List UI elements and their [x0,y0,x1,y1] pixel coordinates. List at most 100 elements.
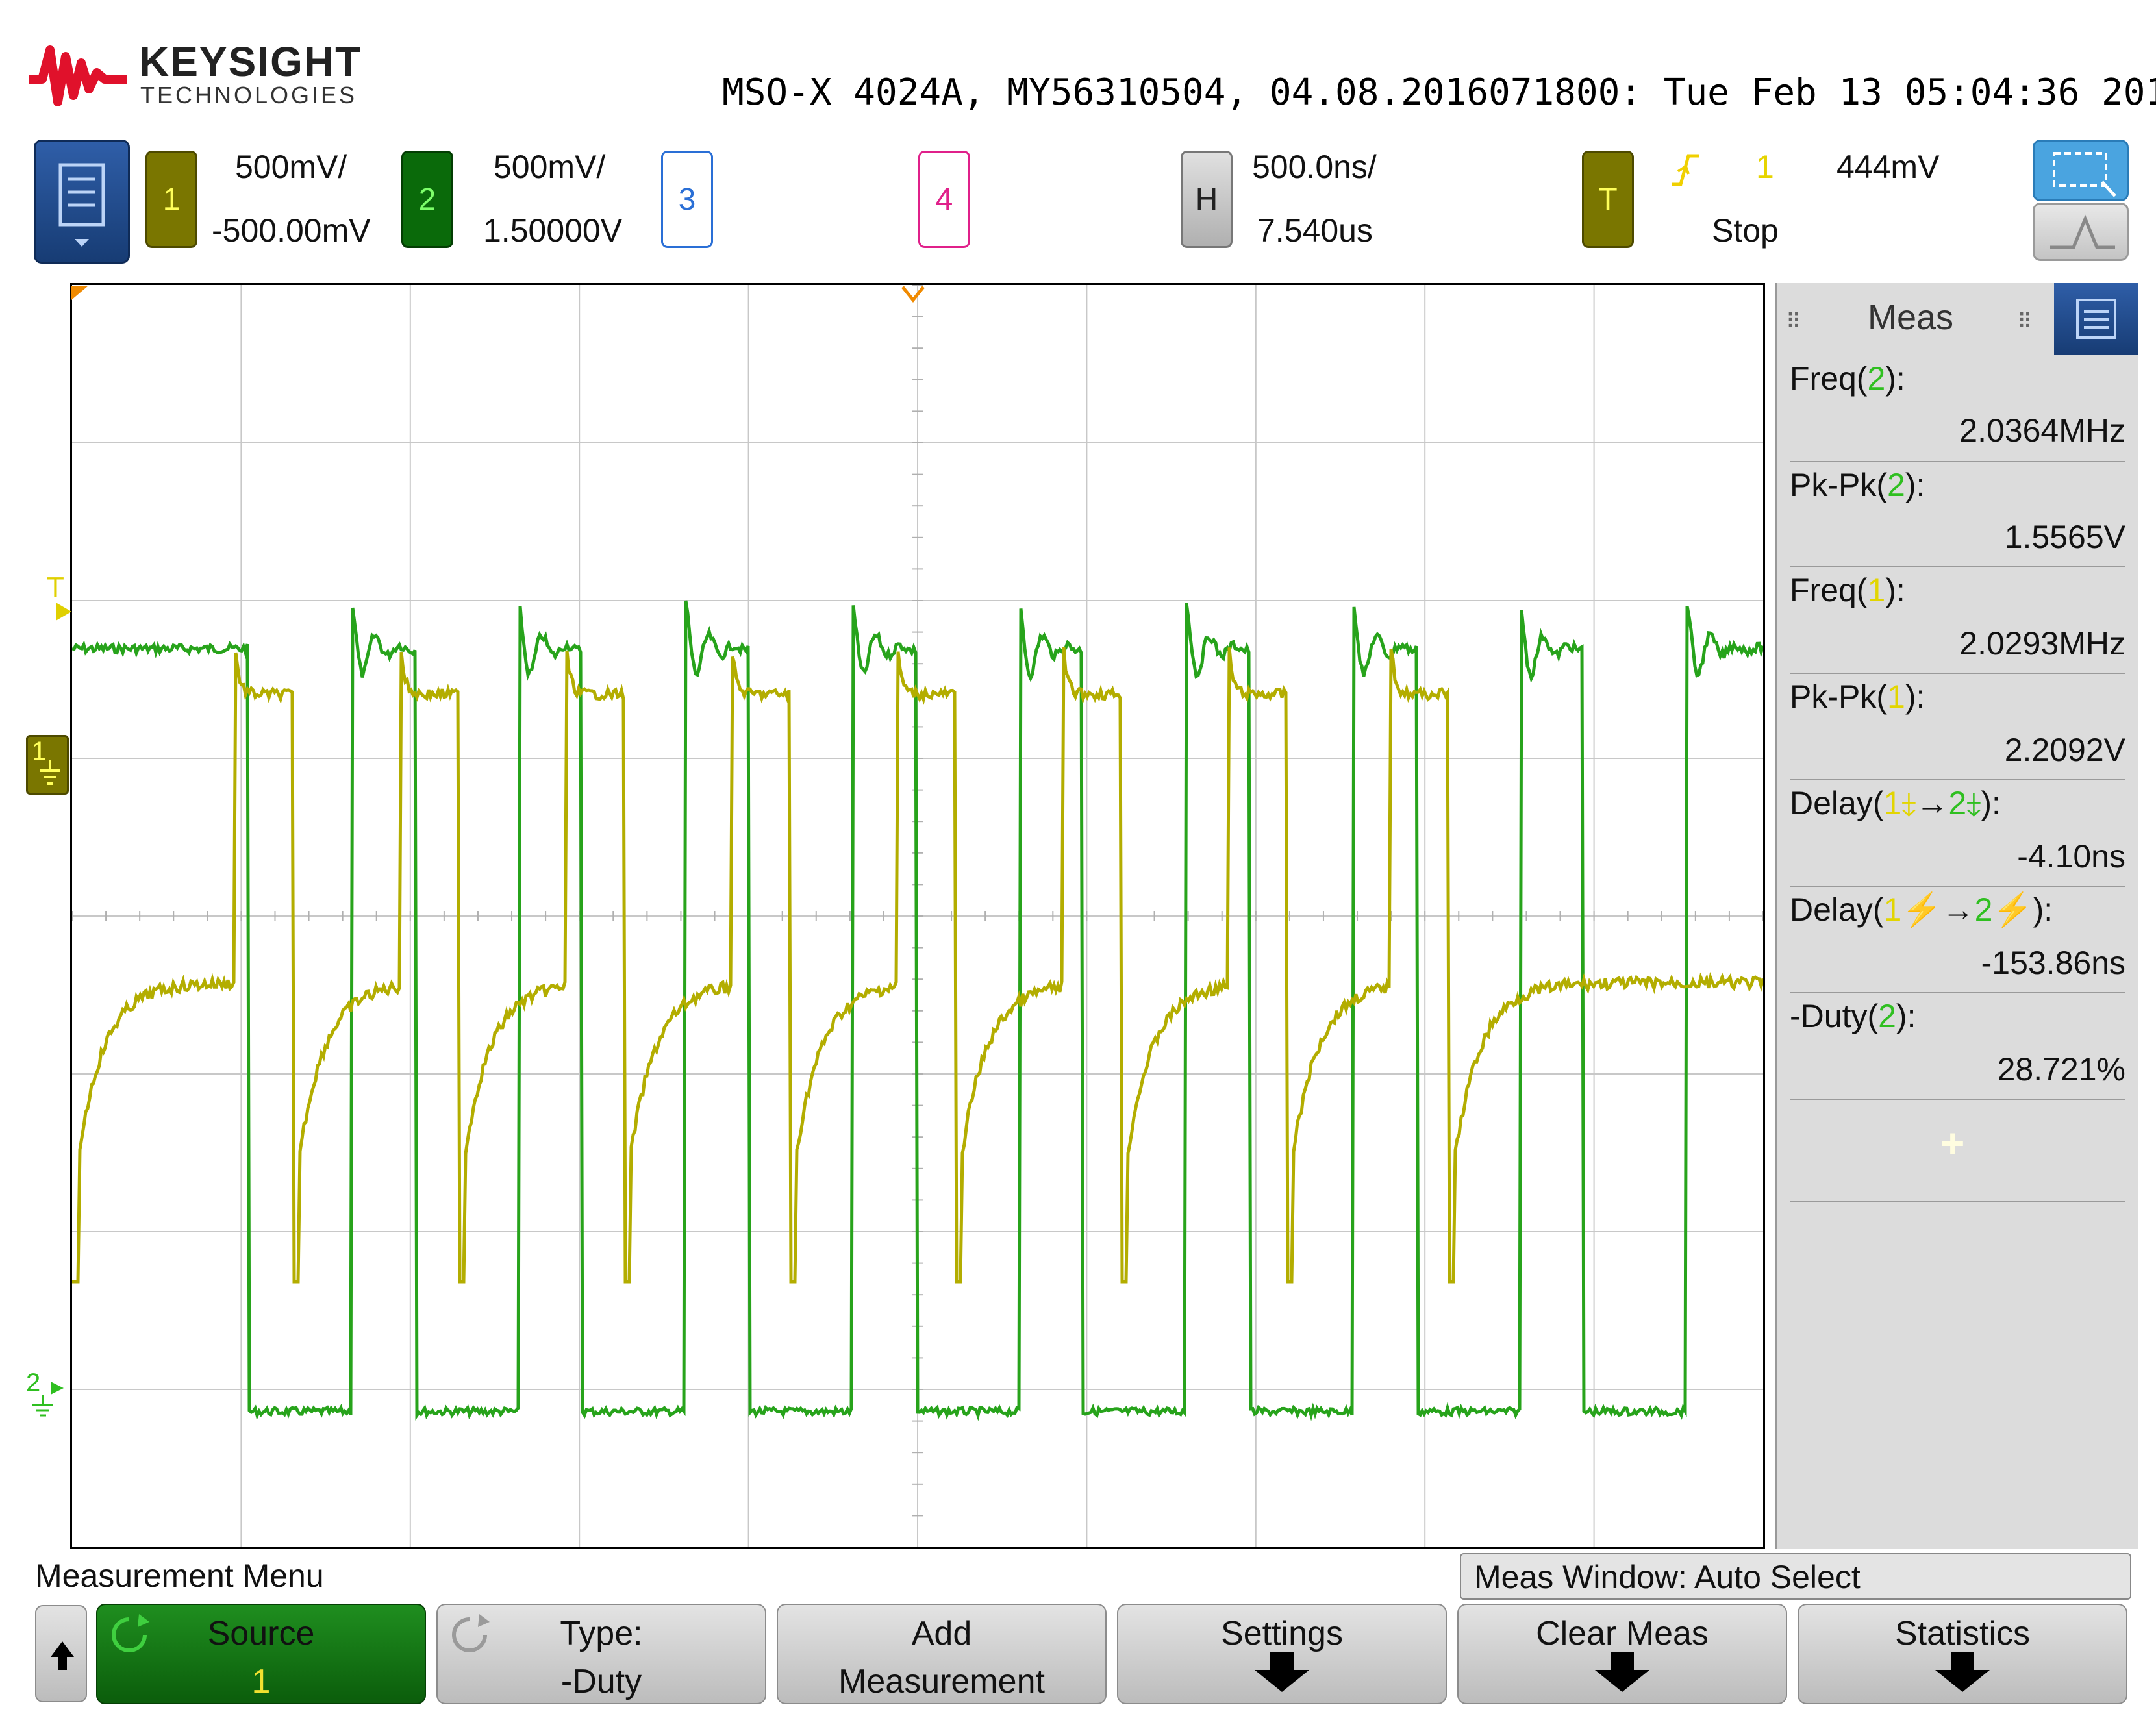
horizontal-scale: 500.0ns/ [1252,149,1377,185]
meas-value-freq-2: 2.0364MHz [1959,412,2125,449]
meas-label-pkpk-1[interactable]: Pk-Pk(1): [1790,678,1925,715]
panel-drag-handle-right[interactable]: ⠿ [2017,310,2033,333]
meas-value-neg-duty-2: 28.721% [1997,1051,2125,1088]
brand-name: KEYSIGHT [139,38,362,85]
falling-edge-icon: ⤈ [1966,785,1981,821]
softkey-add-measurement[interactable]: Add Measurement [777,1604,1107,1704]
rising-edge-icon: ⚡ [1992,891,2033,928]
channel-1-scale: 500mV/ [235,149,347,185]
channel-2-ground-marker[interactable]: 2 [26,1369,69,1428]
menu-list-icon [58,163,105,247]
meas-value-delay-rising: -153.86ns [1981,945,2125,981]
softkey-type-value: -Duty [560,1663,642,1700]
channel-1-number: 1 [162,182,181,217]
meas-label-neg-duty-2[interactable]: -Duty(2): [1790,998,1916,1034]
keysight-wave-icon [25,45,131,106]
channel-2-offset: 1.50000V [483,212,623,249]
meas-label-delay-falling[interactable]: Delay(1⤈→2⤈): [1790,785,2001,821]
channel-1-trace [72,647,1765,1284]
panel-menu-button[interactable] [2054,283,2138,355]
softkey-type-label: Type: [560,1615,643,1652]
waveform-graticule [71,284,1765,1548]
channel-1-offset: -500.00mV [212,212,371,249]
rising-edge-icon: ⚡ [1901,891,1942,928]
submenu-arrow-icon [1595,1652,1649,1692]
meas-value-pkpk-1: 2.2092V [2004,732,2125,768]
menu-title: Measurement Menu [35,1558,324,1594]
channel-2-button[interactable]: 2 [401,151,453,248]
trigger-level: 444mV [1836,149,1940,185]
meas-label-delay-rising[interactable]: Delay(1⚡→2⚡): [1790,891,2053,928]
rising-edge-icon [1669,152,1701,188]
channel-2-ground-label: 2 [26,1369,41,1397]
meas-separator [1790,1201,2125,1202]
softkey-type[interactable]: Type: -Duty [436,1604,766,1704]
channel-1-ground-label: 1 [32,737,47,765]
panel-drag-handle-left[interactable]: ⠿ [1786,310,1801,333]
scope-info: MSO-X 4024A, MY56310504, 04.08.201607180… [722,71,2156,114]
meas-separator [1790,461,2125,462]
meas-separator [1790,886,2125,887]
softkey-source-value: 1 [251,1663,271,1700]
meas-value-pkpk-2: 1.5565V [2004,519,2125,555]
horizontal-delay: 7.540us [1257,212,1373,249]
channel-2-number: 2 [418,182,436,217]
meas-label-freq-1[interactable]: Freq(1): [1790,572,1905,608]
channel-4-button[interactable]: 4 [918,151,970,248]
main-menu-button[interactable] [34,140,130,264]
horizontal-button[interactable]: H [1181,151,1233,248]
meas-window-label: Meas Window: Auto Select [1474,1559,1861,1595]
channel-3-button[interactable]: 3 [661,151,713,248]
softkey-clear-label: Clear Meas [1536,1615,1709,1652]
softkey-source-label: Source [207,1615,315,1652]
meas-label-pkpk-2[interactable]: Pk-Pk(2): [1790,467,1925,503]
softkey-settings-label: Settings [1221,1615,1343,1652]
softkey-add-label-2: Measurement [838,1663,1045,1700]
channel-3-number: 3 [678,182,696,217]
rotate-knob-icon [452,1614,490,1652]
trigger-button[interactable]: T [1582,151,1634,248]
horizontal-label: H [1195,182,1218,217]
trigger-source: 1 [1756,149,1774,185]
acquisition-status: Stop [1712,212,1779,249]
measurement-panel: ⠿ Meas ⠿ Freq(2): 2.0364MHz Pk-Pk(2): 1.… [1775,283,2138,1549]
trigger-position-marker [900,284,926,304]
zoom-select-button[interactable] [2033,140,2129,201]
softkey-statistics[interactable]: Statistics [1798,1604,2127,1704]
touch-gesture-icon [2050,214,2115,249]
meas-separator [1790,673,2125,674]
ground-icon [40,760,60,785]
falling-edge-icon: ⤈ [1901,785,1916,821]
meas-value-delay-falling: -4.10ns [2017,838,2125,875]
meas-separator [1790,566,2125,567]
channel-1-button[interactable]: 1 [145,151,197,248]
submenu-arrow-icon [1935,1652,1990,1692]
zoom-select-icon [2053,152,2116,197]
back-button[interactable] [35,1605,87,1702]
softkey-source[interactable]: Source 1 [96,1604,426,1704]
left-edge-marker [70,284,90,304]
trigger-level-marker: T [47,571,71,626]
meas-separator [1790,1099,2125,1100]
submenu-arrow-icon [1255,1652,1309,1692]
softkey-statistics-label: Statistics [1894,1615,2031,1652]
meas-separator [1790,992,2125,993]
up-arrow-icon [51,1641,74,1670]
touch-mode-button[interactable] [2033,203,2129,261]
meas-label-freq-2[interactable]: Freq(2): [1790,360,1905,397]
meas-window-box[interactable]: Meas Window: Auto Select [1460,1553,2131,1600]
waveform-display[interactable] [70,283,1765,1549]
trigger-level-label: T [47,571,64,603]
add-measurement-icon[interactable]: + [1940,1120,1965,1167]
channel-1-ground-marker[interactable]: 1 [26,735,69,795]
softkey-settings[interactable]: Settings [1117,1604,1447,1704]
waveform-traces [71,600,1765,1421]
trigger-label: T [1598,182,1618,217]
brand-subtitle: TECHNOLOGIES [140,82,358,108]
channel-2-scale: 500mV/ [494,149,606,185]
meas-value-freq-1: 2.0293MHz [1959,625,2125,662]
ground-icon [32,1382,64,1417]
softkey-clear-meas[interactable]: Clear Meas [1457,1604,1787,1704]
meas-panel-title: Meas [1868,298,1954,337]
keysight-logo [25,40,131,112]
